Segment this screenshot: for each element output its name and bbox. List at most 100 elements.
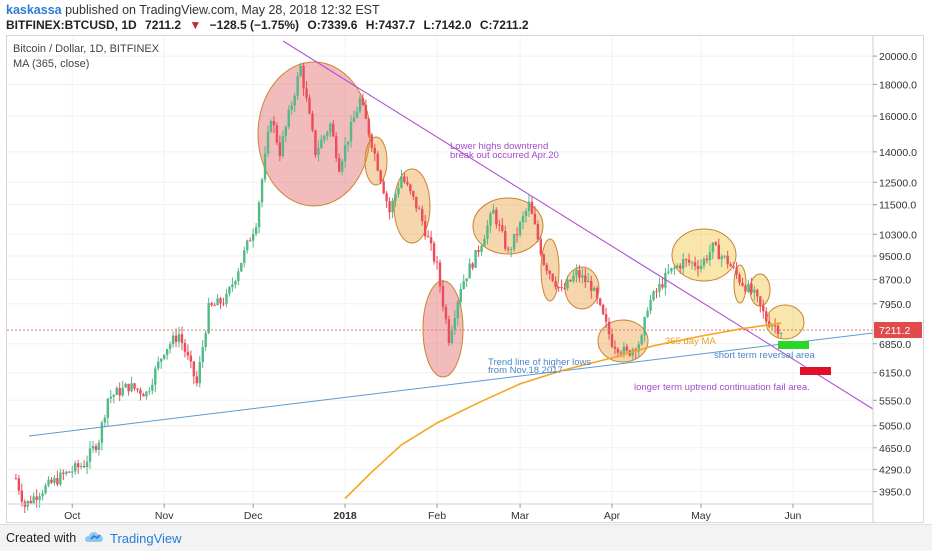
candle-body [281, 136, 285, 157]
candle-body [272, 121, 276, 126]
candle-body [266, 131, 270, 154]
candle-body [391, 200, 394, 213]
candle-body [729, 264, 732, 267]
candle-body [717, 244, 720, 260]
candle-body [512, 233, 516, 250]
candle-body [450, 329, 454, 343]
candle-body [521, 216, 525, 223]
candle-body [613, 346, 617, 349]
candle-body [358, 98, 362, 112]
candle-body [213, 305, 216, 307]
candle-body [714, 242, 718, 245]
candle-body [376, 153, 379, 171]
y-axis-panel [873, 36, 923, 522]
candle-body [41, 493, 44, 497]
candle-body [332, 123, 335, 137]
created-with-text: Created with [6, 531, 77, 545]
candle-body [68, 471, 71, 473]
close-value: C:7211.2 [479, 18, 529, 32]
candle-body [29, 500, 32, 504]
tradingview-brand[interactable]: TradingView [110, 531, 182, 546]
candle-body [121, 387, 124, 396]
candle-body [278, 142, 282, 157]
highlight-ellipse [765, 304, 805, 340]
candle-body [243, 250, 246, 263]
candle-body [127, 383, 130, 392]
candle-body [97, 442, 101, 451]
candle-body [563, 288, 566, 290]
candle-body [542, 254, 546, 265]
uptrend-line [28, 332, 874, 437]
candle-body [106, 398, 110, 418]
candle-body [222, 303, 225, 305]
candle-body [681, 259, 685, 269]
candle-body [400, 176, 403, 188]
candle-body [323, 135, 326, 140]
candle-body [578, 270, 581, 278]
candle-body [527, 201, 531, 211]
candle-body [385, 193, 388, 202]
highlight-ellipse [671, 228, 737, 282]
candle-body [225, 293, 228, 304]
uptrend-label-2: from Nov.18 2017 [488, 365, 563, 376]
candle-body [162, 354, 166, 359]
candle-body [515, 233, 519, 235]
candle-body [557, 286, 560, 288]
candle-body [136, 388, 139, 390]
candle-body [587, 280, 590, 283]
candle-body [412, 191, 415, 197]
candle-body [177, 334, 181, 342]
candle-body [756, 289, 759, 297]
candle-body [426, 236, 430, 238]
candle-body [334, 136, 338, 159]
candle-body [690, 262, 694, 264]
author-link[interactable]: kaskassa [6, 3, 62, 17]
candle-body [240, 262, 243, 272]
highlight-ellipse [257, 61, 371, 207]
long-term-marker [800, 367, 831, 375]
x-tick-label: Apr [604, 510, 621, 522]
chart-area[interactable]: 3950.0 4290.0 4650.0 5050.0 5550.0 6150.0 6850… [6, 35, 924, 523]
uptrend-label: Trend line of higher lows [488, 357, 591, 368]
y-tick-label: 20000.0 [879, 51, 917, 63]
candle-body [616, 348, 620, 353]
candle-body [148, 390, 151, 392]
y-tick-label: 18000.0 [879, 79, 917, 91]
candle-body [744, 285, 747, 292]
y-tick-label: 9500.0 [879, 251, 911, 263]
candle-body [210, 303, 213, 306]
candle-body [773, 325, 777, 327]
y-tick-label: 3950.0 [879, 487, 911, 499]
candle-body [498, 224, 501, 226]
low-value: L:7142.0 [423, 18, 472, 32]
candle-body [581, 275, 584, 278]
candle-body [317, 148, 320, 155]
candle-body [418, 208, 421, 210]
candle-body [545, 264, 548, 271]
candle-body [397, 187, 400, 195]
candle-body [237, 271, 240, 282]
x-axis: Oct Nov Dec 2018 Feb Mar Apr May Jun [7, 503, 873, 522]
candle-body [548, 270, 551, 274]
downtrend-label: Lower highs downtrend [450, 141, 548, 152]
candle-body [183, 342, 187, 352]
candle-body [483, 238, 486, 246]
y-tick-label: 14000.0 [879, 147, 917, 159]
candle-body [311, 113, 314, 131]
candle-body [610, 334, 614, 347]
candle-body [47, 479, 50, 486]
y-tick-label: 6150.0 [879, 368, 911, 380]
y-tick-label: 4650.0 [879, 443, 911, 455]
candle-body [655, 291, 658, 293]
candle-body [747, 283, 750, 292]
candle-body [444, 306, 448, 320]
candle-body [524, 210, 528, 217]
candle-body [486, 225, 489, 239]
candle-body [160, 358, 163, 362]
candle-body [673, 267, 676, 269]
candle-body [732, 266, 735, 268]
candle-body [260, 179, 264, 203]
chart-svg[interactable]: 3950.0 4290.0 4650.0 5050.0 5550.0 6150.0 6850… [7, 36, 923, 522]
candle-body [590, 280, 593, 291]
candle-body [489, 213, 492, 226]
